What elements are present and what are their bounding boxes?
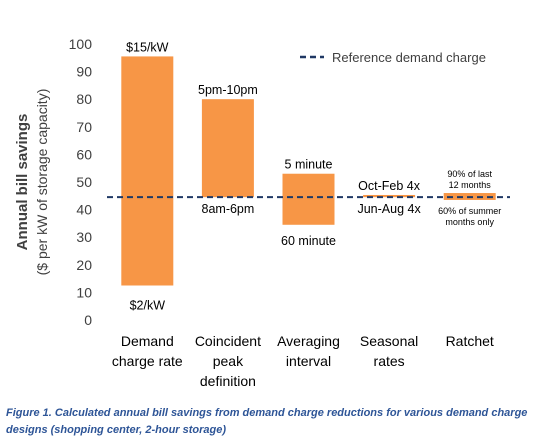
category-label: interval [286,353,331,369]
y-tick-label: 20 [76,257,92,273]
bill-savings-chart: Annual bill savings ($ per kW of storage … [14,36,510,389]
legend: Reference demand charge [300,50,486,65]
y-axis-ticks: 0 10 20 30 40 50 60 70 80 90 100 [69,36,93,328]
range-bar [282,173,335,225]
low-label: 8am-6pm [202,202,255,216]
category-label: Demand [121,333,174,349]
bar-annotations: $15/kW $2/kW 5pm-10pm 8am-6pm 5 minute 60 min… [126,40,501,312]
y-tick-label: 80 [76,91,92,107]
legend-label: Reference demand charge [332,50,486,65]
low-label: Jun-Aug 4x [357,202,421,216]
y-axis-label-line: ($ per kW of storage capacity) [34,89,50,276]
range-bars [121,56,496,286]
y-axis-title: Annual bill savings ($ per kW of storage … [14,89,50,276]
y-axis-label-line: Annual bill savings [14,114,31,251]
high-label: 5 minute [285,158,333,172]
low-label: 60% of summer [438,206,501,216]
category-label: Ratchet [446,333,494,349]
y-tick-label: 10 [76,284,92,300]
y-tick-label: 100 [69,36,93,52]
category-label: peak [213,353,244,369]
y-tick-label: 60 [76,146,92,162]
y-tick-label: 70 [76,119,92,135]
category-labels: Demand charge rate Coincident peak definitio… [112,333,494,389]
y-tick-label: 50 [76,174,92,190]
high-label: 90% of last [447,169,492,179]
y-tick-label: 0 [84,312,92,328]
low-label: $2/kW [130,299,166,313]
category-label: rates [374,353,405,369]
range-bar [201,99,254,198]
range-bar [363,194,416,198]
y-tick-label: 30 [76,229,92,245]
low-label: 60 minute [281,234,336,248]
high-label: Oct-Feb 4x [358,179,421,193]
y-tick-label: 40 [76,202,92,218]
high-label: 12 months [449,180,492,190]
high-label: $15/kW [126,40,169,54]
low-label: months only [445,217,494,227]
range-bar [121,56,174,286]
category-label: charge rate [112,353,183,369]
category-label: Coincident [195,333,261,349]
category-label: Averaging [277,333,340,349]
figure-caption: Figure 1. Calculated annual bill savings… [6,407,528,436]
y-tick-label: 90 [76,64,92,80]
category-label: definition [200,373,256,389]
category-label: Seasonal [360,333,418,349]
high-label: 5pm-10pm [198,83,258,97]
